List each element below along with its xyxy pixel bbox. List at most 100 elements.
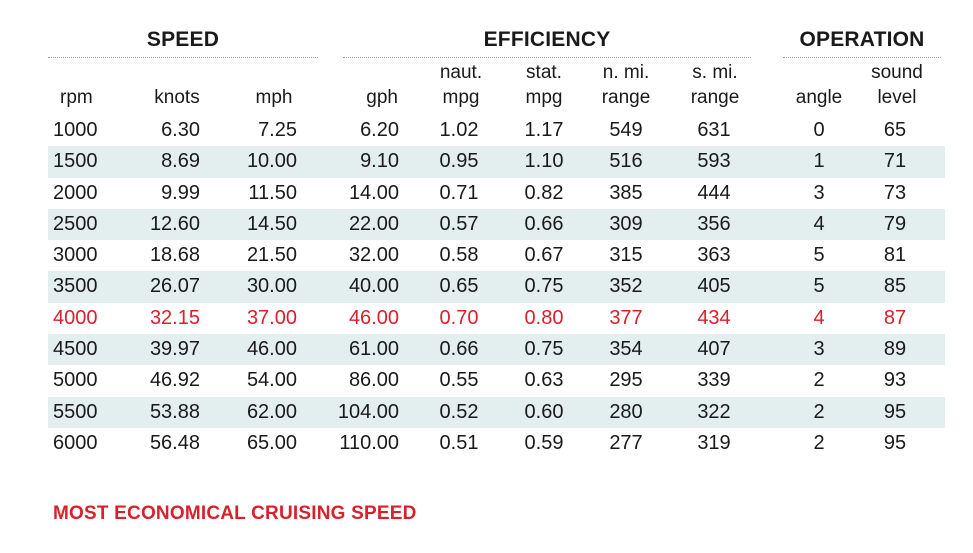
cell-nmpg: 0.58 — [439, 244, 479, 267]
cell-mph: 14.50 — [246, 212, 297, 235]
cell-nmpg: 0.95 — [439, 150, 479, 173]
cell-sound: 93 — [883, 369, 907, 392]
cell-rpm: 1500 — [53, 150, 98, 173]
cell-srange: 356 — [697, 212, 731, 235]
column-header-line2: mpg — [525, 87, 563, 108]
cell-srange: 363 — [697, 244, 731, 267]
cell-gph: 9.10 — [360, 150, 399, 173]
cell-rpm: 1000 — [53, 119, 98, 141]
cell-mph: 54.00 — [246, 369, 297, 392]
cell-smpg: 1.17 — [524, 119, 564, 141]
cell-knots: 39.97 — [149, 338, 200, 361]
group-rule-operation — [783, 57, 941, 58]
cell-nmpg: 0.66 — [439, 338, 479, 361]
cell-angle: 4 — [813, 306, 825, 329]
data-table: 1000 6.30 7.25 6.20 1.02 1.17 549 631 0 65 1500 8.6… — [48, 115, 945, 459]
cell-angle: 5 — [813, 275, 825, 298]
column-header-line1: s. mi. — [692, 62, 738, 83]
cell-rpm: 4000 — [53, 306, 98, 329]
cell-gph: 32.00 — [348, 244, 399, 267]
cell-rpm: 6000 — [53, 431, 98, 454]
cell-srange: 631 — [697, 119, 731, 141]
cell-knots: 32.15 — [149, 306, 200, 329]
cell-sound: 71 — [883, 150, 907, 173]
table-row: 2000 9.99 11.50 14.00 0.71 0.82 385 444 3 73 — [48, 178, 945, 209]
cell-nmpg: 1.02 — [439, 119, 479, 141]
group-rule-speed — [48, 57, 318, 58]
cell-nmpg: 0.52 — [439, 400, 479, 423]
cell-gph: 14.00 — [348, 181, 399, 204]
cell-nrange: 277 — [609, 431, 643, 454]
table-row: 4500 39.97 46.00 61.00 0.66 0.75 354 407 3 89 — [48, 334, 945, 366]
cell-gph: 104.00 — [337, 400, 399, 423]
cell-gph: 22.00 — [348, 212, 399, 235]
cell-nrange: 377 — [609, 306, 643, 329]
cell-smpg: 0.75 — [524, 338, 564, 361]
cell-sound: 81 — [883, 244, 907, 267]
cell-nrange: 280 — [609, 400, 643, 423]
cell-gph: 46.00 — [348, 306, 399, 329]
cell-gph: 40.00 — [348, 275, 399, 298]
cell-srange: 434 — [697, 306, 731, 329]
column-header-nmpg: naut. mpg — [401, 62, 521, 110]
cell-angle: 4 — [813, 212, 825, 235]
group-title-efficiency: EFFICIENCY — [483, 28, 611, 51]
cell-smpg: 0.67 — [524, 244, 564, 267]
column-header-line2: range — [690, 87, 740, 108]
cell-gph: 86.00 — [348, 369, 399, 392]
column-header-mph: mph — [214, 62, 334, 110]
column-header-line2: mph — [255, 87, 293, 108]
cell-nmpg: 0.65 — [439, 275, 479, 298]
table-row: 6000 56.48 65.00 110.00 0.51 0.59 277 319 2 95 — [48, 428, 945, 459]
cell-mph: 65.00 — [246, 431, 297, 454]
cell-angle: 2 — [813, 400, 825, 423]
cell-mph: 7.25 — [258, 119, 297, 141]
footnote: MOST ECONOMICAL CRUISING SPEED — [53, 503, 417, 524]
cell-knots: 8.69 — [161, 150, 200, 173]
table-row-highlighted: 4000 32.15 37.00 46.00 0.70 0.80 377 434 4 87 — [48, 303, 945, 334]
column-header-line2: level — [877, 87, 917, 108]
cell-knots: 26.07 — [149, 275, 200, 298]
cell-angle: 2 — [813, 369, 825, 392]
cell-srange: 444 — [697, 181, 731, 204]
column-header-line1: naut. — [439, 62, 483, 83]
cell-angle: 1 — [813, 150, 825, 173]
cell-mph: 10.00 — [246, 150, 297, 173]
cell-srange: 593 — [697, 150, 731, 173]
cell-sound: 95 — [883, 431, 907, 454]
cell-angle: 2 — [813, 431, 825, 454]
column-header-smpg: stat. mpg — [484, 62, 604, 110]
cell-nrange: 549 — [609, 119, 643, 141]
cell-sound: 79 — [883, 212, 907, 235]
table-row: 1500 8.69 10.00 9.10 0.95 1.10 516 593 1 71 — [48, 146, 945, 178]
cell-rpm: 2000 — [53, 181, 98, 204]
cell-knots: 18.68 — [149, 244, 200, 267]
column-header-knots: knots — [117, 62, 237, 110]
cell-rpm: 5000 — [53, 369, 98, 392]
cell-sound: 87 — [883, 306, 907, 329]
cell-sound: 65 — [883, 119, 907, 141]
cell-nrange: 309 — [609, 212, 643, 235]
cell-angle: 3 — [813, 338, 825, 361]
cell-nmpg: 0.57 — [439, 212, 479, 235]
column-header-line2: rpm — [60, 87, 93, 108]
cell-knots: 46.92 — [149, 369, 200, 392]
cell-nrange: 516 — [609, 150, 643, 173]
column-header-line2: range — [601, 87, 651, 108]
cell-smpg: 0.82 — [524, 181, 564, 204]
cell-mph: 62.00 — [246, 400, 297, 423]
column-header-nrange: n. mi. range — [566, 62, 686, 110]
cell-srange: 322 — [697, 400, 731, 423]
cell-nmpg: 0.51 — [439, 431, 479, 454]
table-row: 2500 12.60 14.50 22.00 0.57 0.66 309 356 4 79 — [48, 208, 945, 241]
column-header-line2: mpg — [442, 87, 480, 108]
cell-srange: 339 — [697, 369, 731, 392]
table-row: 5500 53.88 62.00 104.00 0.52 0.60 280 322 2 95 — [48, 396, 945, 428]
cell-smpg: 0.80 — [524, 306, 564, 329]
group-title-operation: OPERATION — [799, 28, 925, 51]
cell-srange: 407 — [697, 338, 731, 361]
cell-knots: 9.99 — [161, 181, 200, 204]
column-header-sound: sound level — [837, 62, 957, 110]
cell-rpm: 3000 — [53, 244, 98, 267]
